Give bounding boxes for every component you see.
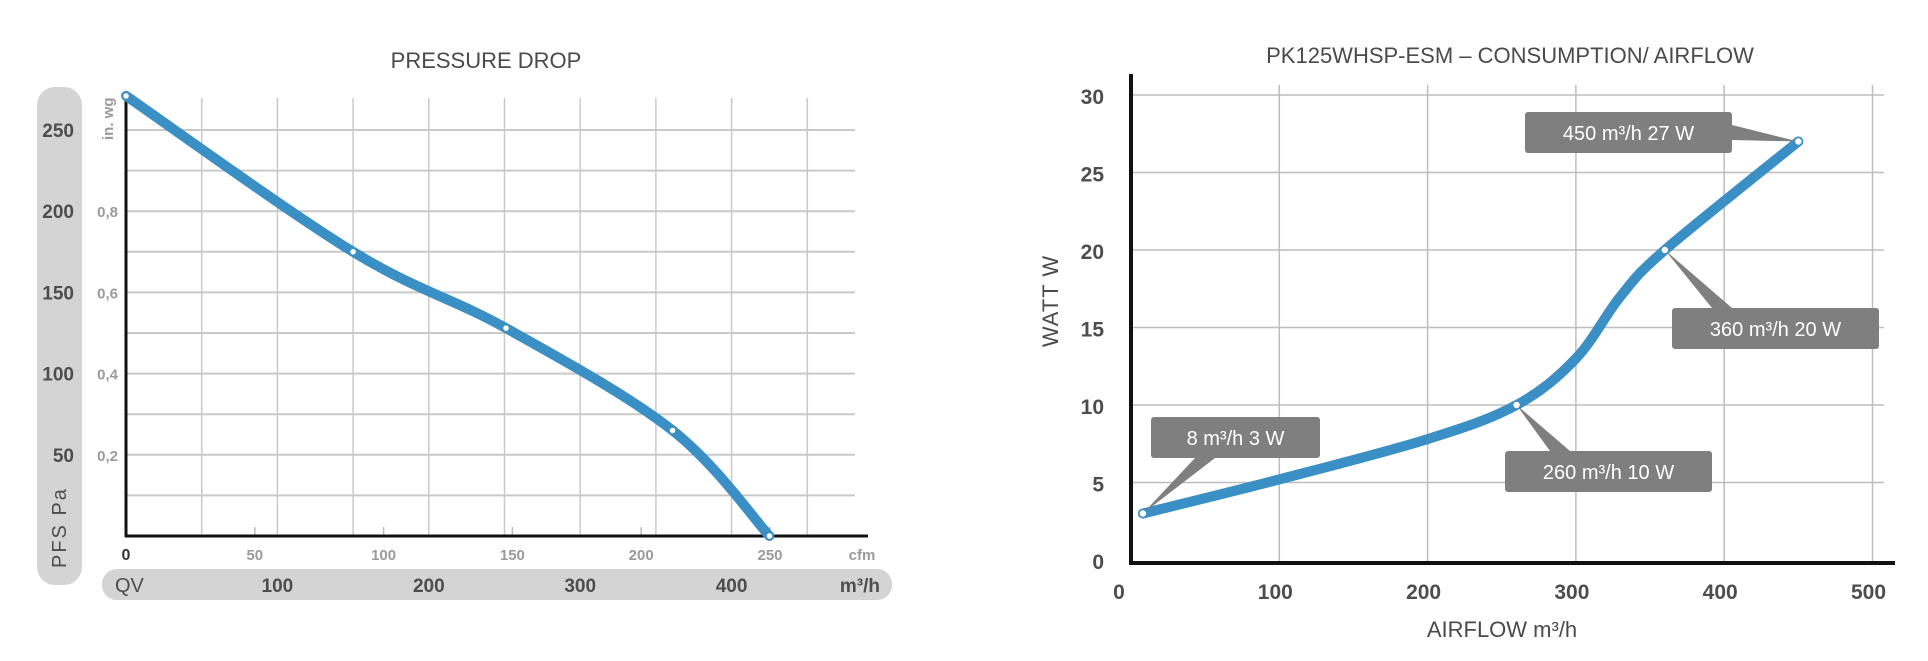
x2-tick-label: 200 (629, 547, 654, 564)
y-tick-label: 10 (1081, 396, 1104, 419)
data-point (501, 323, 511, 333)
y-tick-label: 0 (1092, 551, 1104, 574)
y-tick-label: 5 (1092, 474, 1104, 497)
x2-tick-label: 250 (757, 547, 782, 564)
x-tick-label: 300 (1554, 581, 1589, 604)
consumption-title: PK125WHSP-ESM – CONSUMPTION/ AIRFLOW (1266, 43, 1754, 68)
y2-tick-label: 0,6 (97, 285, 118, 302)
data-point (765, 531, 774, 541)
callout-label: 8 m³/h 3 W (1187, 428, 1285, 450)
grid (126, 98, 855, 536)
y-tick-label: 200 (42, 202, 74, 223)
y-tick-label: 15 (1081, 319, 1105, 342)
tick-labels: 50 100 150 200 250 0,2 0,4 0,6 0,8 100 200 300 400 0 5… (42, 121, 782, 597)
ylabel-inwg: in. wg (100, 98, 117, 141)
xlabel-airflow: AIRFLOW m³/h (1427, 617, 1577, 642)
data-point (1793, 136, 1804, 147)
x2-tick-label: 50 (246, 547, 263, 564)
callout-pointer (1142, 458, 1215, 514)
callout-box (1672, 308, 1879, 349)
x-tick-label: 500 (1851, 581, 1886, 604)
callout-box (1151, 417, 1320, 458)
x-tick-label: 200 (413, 576, 445, 597)
x-tick-label: 400 (716, 576, 748, 597)
ylabel-watt: WATT W (1038, 255, 1063, 347)
pressure-drop-title: PRESSURE DROP (391, 48, 582, 73)
pressure-drop-line (121, 90, 775, 541)
callout-label: 260 m³/h 10 W (1543, 462, 1674, 484)
x-axis-pill (102, 569, 892, 600)
callout-label: 450 m³/h 27 W (1563, 123, 1694, 145)
ylabel-pfs: PFS Pa (49, 487, 71, 568)
x2-tick-label: 100 (371, 547, 396, 564)
x-unit-m3h: m³/h (840, 576, 880, 597)
x-tick-label: 100 (262, 576, 294, 597)
xlabel-qv: QV (115, 575, 145, 597)
y2-tick-label: 0,2 (97, 448, 118, 465)
consumption-chart: PK125WHSP-ESM – CONSUMPTION/ AIRFLOW 0 5 1… (1038, 43, 1895, 642)
x-tick-label: 300 (564, 576, 596, 597)
y-axis-pill (37, 87, 82, 585)
data-point (1660, 245, 1670, 255)
data-point (1138, 508, 1148, 519)
data-point (1511, 400, 1522, 410)
y-tick-label: 25 (1081, 164, 1105, 187)
y-tick-label: 250 (42, 121, 74, 142)
y-tick-label: 20 (1081, 241, 1104, 264)
callout-box (1525, 112, 1732, 153)
data-point (668, 426, 677, 435)
callout-pointer (1664, 250, 1732, 308)
series (121, 90, 775, 541)
x2-tick-label: 0 (122, 547, 131, 564)
data-point (348, 247, 358, 257)
x-tick-label: 200 (1406, 581, 1441, 604)
y-tick-label: 100 (42, 365, 74, 386)
x2-tick-label: 150 (500, 547, 525, 564)
x-tick-label: 0 (1113, 581, 1125, 604)
y2-tick-label: 0,4 (97, 367, 119, 384)
y-tick-label: 150 (42, 283, 74, 304)
y-tick-label: 30 (1081, 86, 1104, 109)
x-tick-label: 100 (1258, 581, 1293, 604)
callout-label: 360 m³/h 20 W (1710, 319, 1841, 341)
callout-pointer (1732, 125, 1799, 142)
pressure-drop-chart: PRESSURE DROP 50 100 150 200 250 0,2 0,4 0,6 0,8… (37, 48, 892, 600)
data-point (121, 91, 131, 101)
x-unit-cfm: cfm (849, 547, 876, 564)
callout-pointer (1516, 405, 1570, 451)
annotations: 8 m³/h 3 W 260 m³/h 10 W 360 m³/h 20 W 450 … (1138, 112, 1879, 519)
callout-box (1505, 451, 1712, 492)
y2-tick-label: 0,8 (97, 204, 118, 221)
y-tick-label: 50 (53, 446, 74, 467)
x-tick-label: 400 (1703, 581, 1738, 604)
